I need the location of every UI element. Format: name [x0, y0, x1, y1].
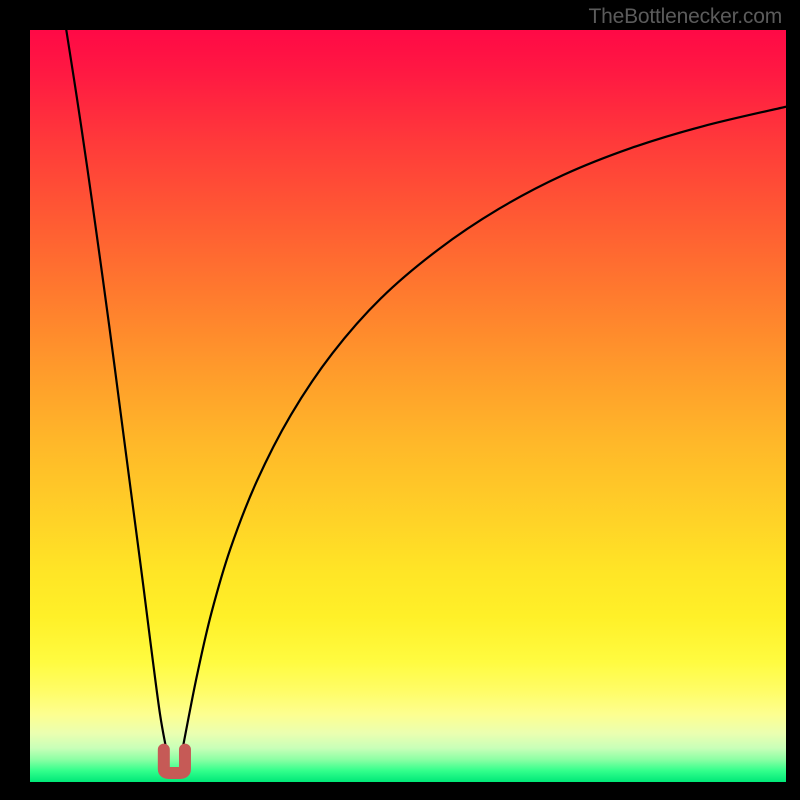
watermark-label: TheBottlenecker.com: [589, 5, 782, 29]
plot-area: [30, 30, 786, 782]
curve-right-branch: [183, 107, 786, 748]
curve-left-branch: [66, 30, 166, 748]
bottleneck-curve-layer: [30, 30, 786, 782]
chart-frame: TheBottlenecker.com: [0, 0, 800, 800]
optimal-marker: [164, 750, 185, 773]
